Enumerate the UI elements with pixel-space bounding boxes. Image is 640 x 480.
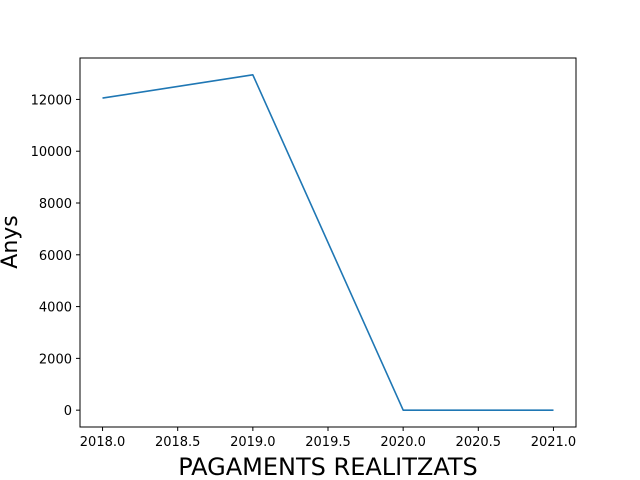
y-axis-ticks: 0 2000 4000 6000 8000 10000 12000: [31, 93, 80, 419]
x-tick-label: 2019.5: [305, 435, 351, 450]
series-line: [102, 74, 554, 412]
x-tick-label: 2020.0: [380, 435, 426, 450]
y-tick-label: 10000: [31, 145, 72, 160]
x-tick-label: 2018.5: [155, 435, 201, 450]
y-tick-label: 8000: [39, 197, 72, 212]
x-tick-label: 2021.0: [531, 435, 577, 450]
y-axis-label: Anys: [0, 215, 23, 268]
series-layer: [102, 74, 554, 412]
y-tick-label: 12000: [31, 93, 72, 108]
y-tick-label: 4000: [39, 301, 72, 316]
y-tick-label: 2000: [39, 352, 72, 367]
x-axis-ticks: 2018.0 2018.5 2019.0 2019.5 2020.0 2020.5 2021…: [80, 427, 576, 450]
x-tick-label: 2019.0: [230, 435, 276, 450]
x-tick-label: 2020.5: [456, 435, 502, 450]
y-tick-label: 0: [64, 404, 72, 419]
y-tick-label: 6000: [39, 249, 72, 264]
x-axis-label: PAGAMENTS REALITZATS: [178, 453, 478, 480]
x-tick-label: 2018.0: [80, 435, 126, 450]
